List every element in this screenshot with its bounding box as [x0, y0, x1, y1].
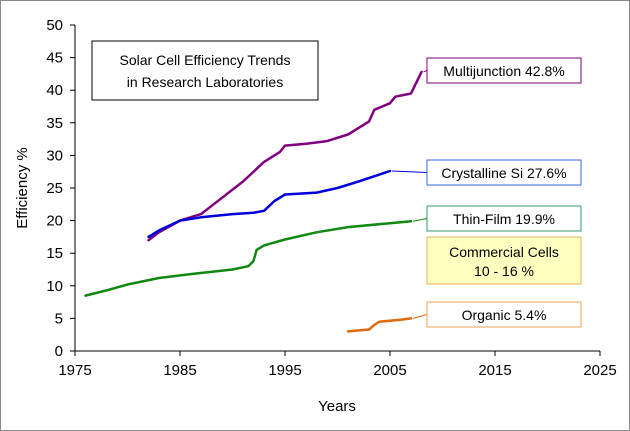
y-tick-label: 0	[55, 343, 63, 360]
y-tick-label: 50	[46, 17, 63, 34]
x-axis-title: Years	[318, 398, 356, 415]
label-crystalline-si-text: Crystalline Si 27.6%	[441, 165, 566, 181]
series-line-organic	[346, 317, 413, 333]
series-connector	[423, 70, 428, 73]
title-line-2: in Research Laboratories	[127, 74, 283, 90]
series-connector	[412, 218, 428, 222]
y-tick-label: 25	[46, 180, 63, 197]
title-box: Solar Cell Efficiency Trends in Research…	[91, 40, 319, 101]
label-thin-film: Thin-Film 19.9%	[426, 205, 582, 232]
x-tick-label: 2015	[478, 362, 511, 379]
label-crystalline-si: Crystalline Si 27.6%	[426, 159, 582, 186]
y-tick-label: 20	[46, 213, 63, 230]
series-line-crystalline	[147, 169, 392, 239]
label-thin-film-text: Thin-Film 19.9%	[453, 211, 555, 227]
x-ticks: 1975 1985 1995 2005 2015 2025	[58, 351, 617, 379]
x-tick-label: 1975	[58, 362, 91, 379]
series-connector	[412, 314, 428, 319]
label-commercial-cells-line-2: 10 - 16 %	[474, 263, 534, 279]
label-multijunction: Multijunction 42.8%	[426, 57, 582, 84]
series-connector	[391, 170, 428, 173]
y-tick-label: 40	[46, 82, 63, 99]
label-organic: Organic 5.4%	[426, 301, 582, 328]
title-line-1: Solar Cell Efficiency Trends	[120, 52, 291, 68]
y-axis-title: Efficiency %	[14, 147, 31, 228]
label-commercial-cells-line-1: Commercial Cells	[449, 244, 559, 260]
y-tick-label: 30	[46, 147, 63, 164]
label-multijunction-text: Multijunction 42.8%	[443, 63, 564, 79]
y-tick-label: 5	[55, 310, 63, 327]
y-tick-label: 15	[46, 245, 63, 262]
label-commercial-cells: Commercial Cells 10 - 16 %	[426, 236, 582, 285]
label-organic-text: Organic 5.4%	[462, 307, 547, 323]
y-ticks: 0 5 10 15 20 25 30 35 40 45 50	[46, 17, 75, 360]
x-tick-label: 1985	[163, 362, 196, 379]
y-tick-label: 10	[46, 278, 63, 295]
x-tick-label: 2025	[583, 362, 616, 379]
series-line-thinfilm	[84, 220, 413, 297]
y-tick-label: 35	[46, 115, 63, 132]
x-tick-label: 2005	[373, 362, 406, 379]
series-line-multijunction	[147, 70, 423, 242]
x-tick-label: 1995	[268, 362, 301, 379]
series-lines	[84, 70, 428, 333]
y-tick-label: 45	[46, 50, 63, 67]
